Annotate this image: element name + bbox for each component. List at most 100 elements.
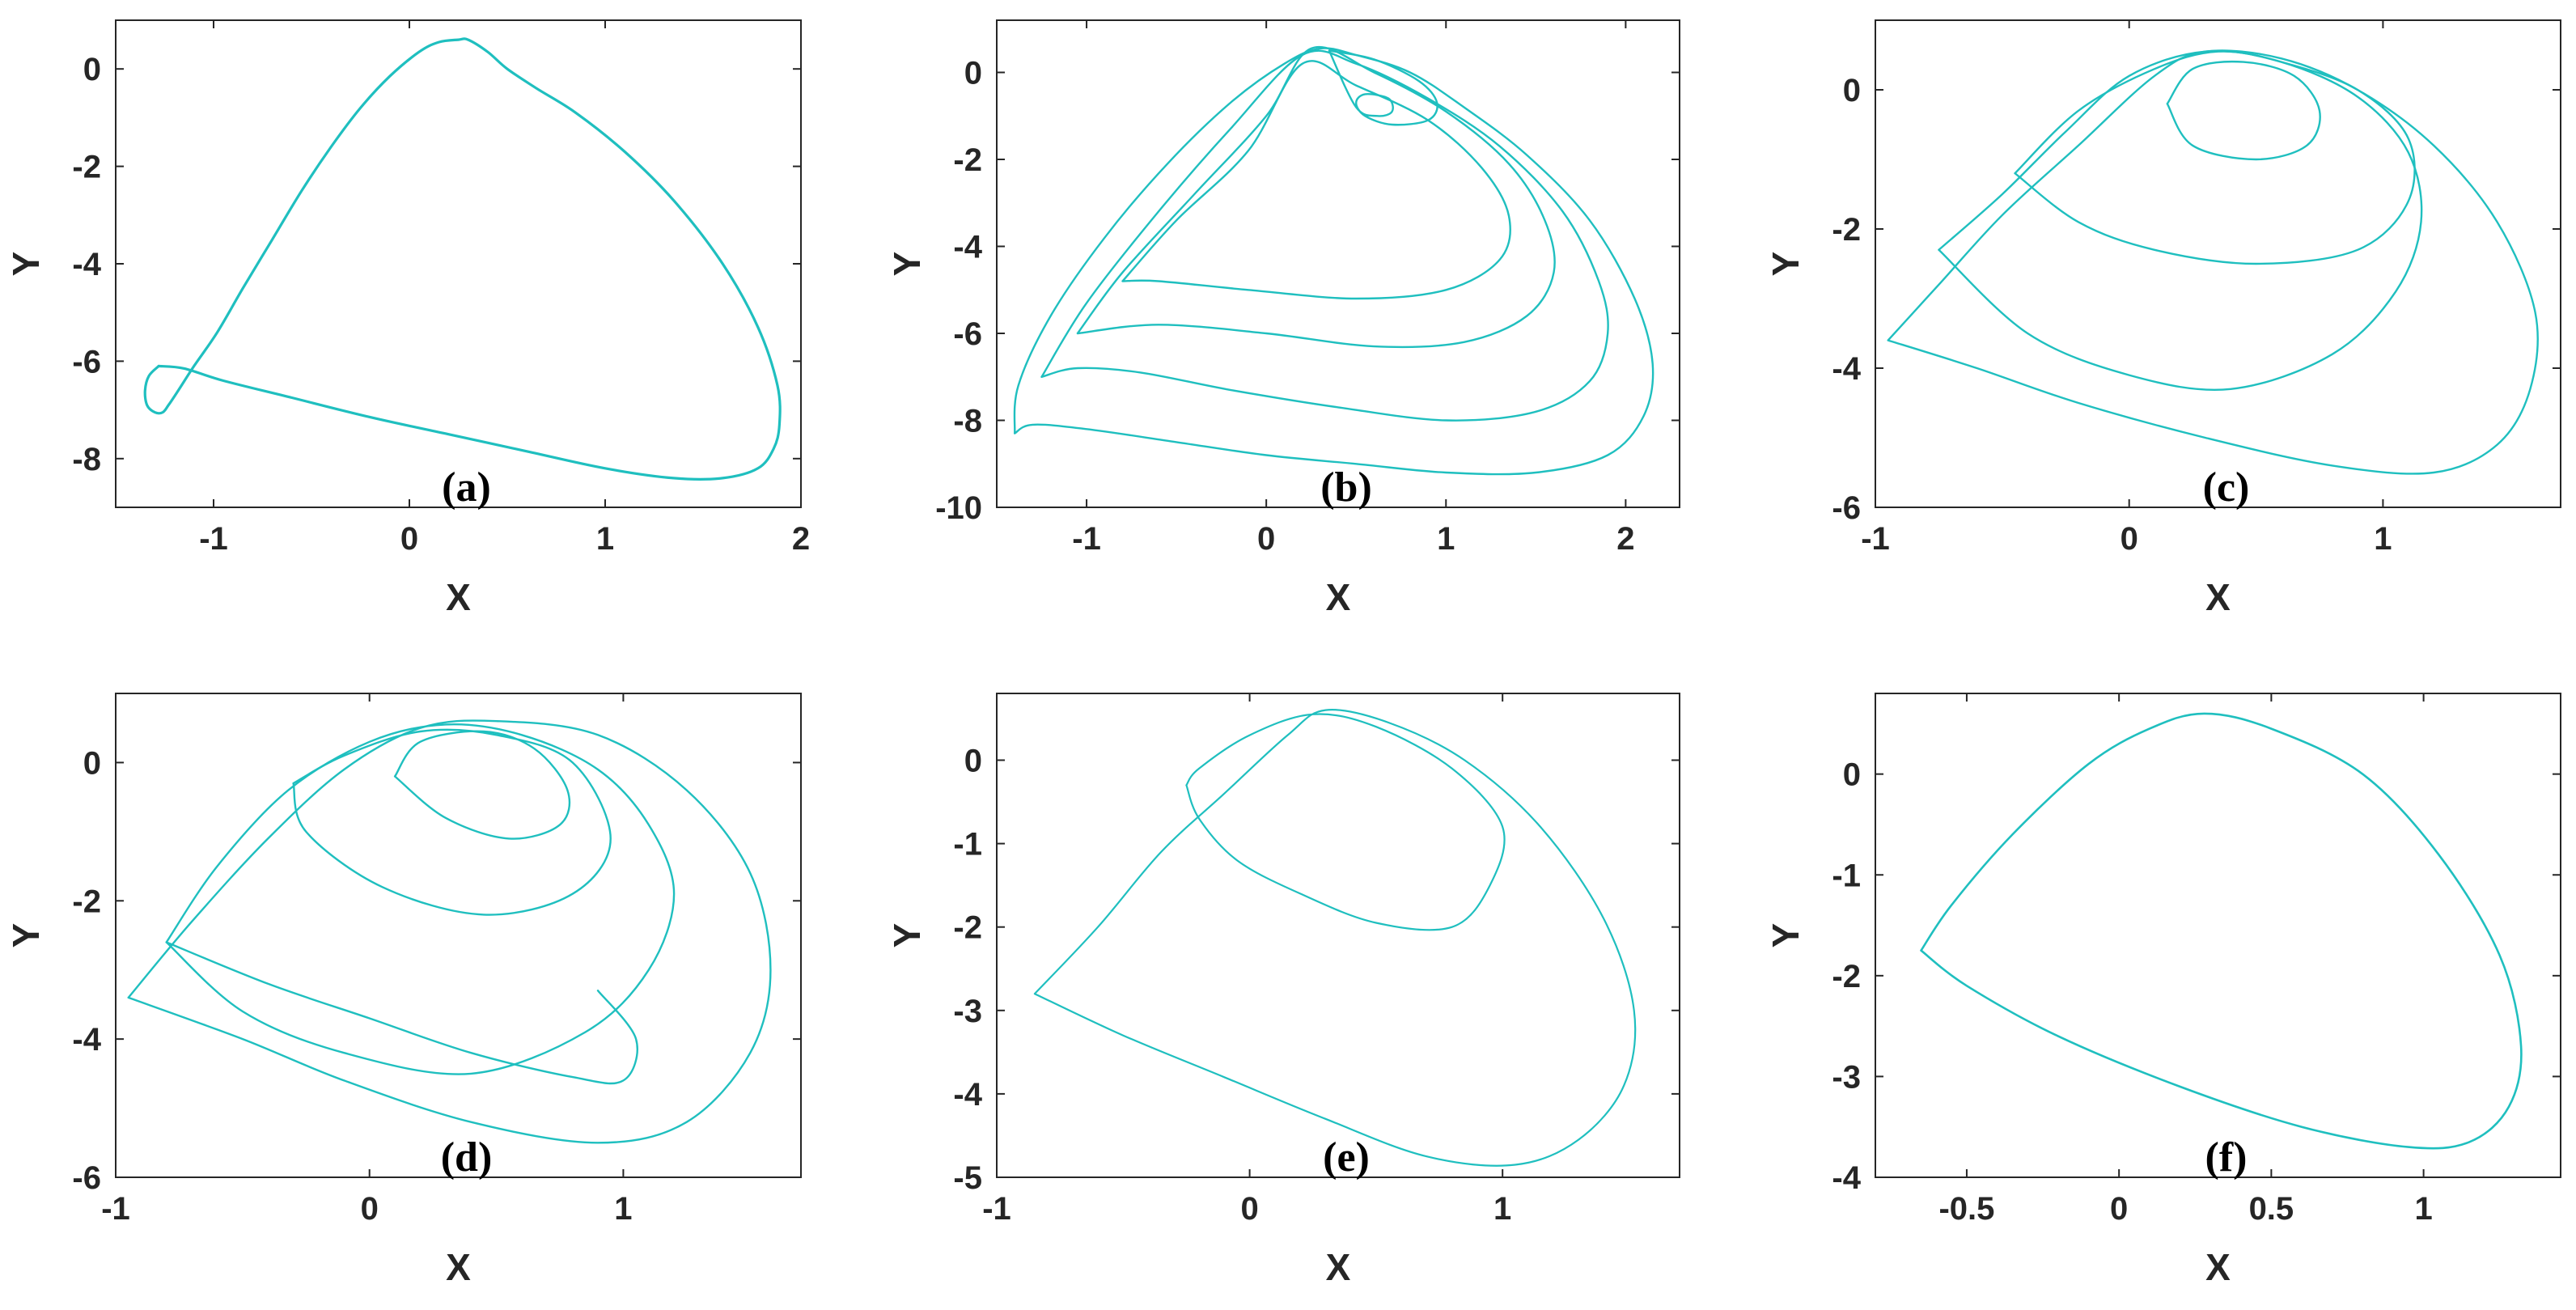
trajectory-series-2 bbox=[1040, 49, 1609, 422]
y-axis-label: Y bbox=[886, 923, 928, 948]
x-axis-label: X bbox=[2205, 576, 2231, 618]
y-tick-label: 0 bbox=[83, 745, 101, 781]
trajectory-series-5 bbox=[1328, 49, 1438, 126]
x-tick-label: 0 bbox=[400, 521, 418, 557]
panel-e: -1 0 1 0 -1 -2 -3 -4 -5 X Y (e) bbox=[886, 693, 1680, 1288]
trajectory-group bbox=[1887, 49, 2539, 475]
y-tick-label: 0 bbox=[1843, 73, 1861, 108]
trajectory-series-2 bbox=[165, 941, 638, 1085]
y-tick-label: -6 bbox=[72, 344, 101, 379]
y-tick-label: -4 bbox=[72, 247, 101, 282]
y-tick-label: -1 bbox=[953, 827, 982, 863]
x-tick-label: -1 bbox=[199, 521, 228, 557]
panel-a: -1 0 1 2 0 -2 -4 -6 -8 X Y (a) bbox=[5, 19, 810, 618]
panel-label: (e) bbox=[1323, 1134, 1370, 1181]
y-axis-label: Y bbox=[5, 252, 47, 277]
y-axis-label: Y bbox=[1765, 923, 1807, 948]
y-tick-label: -4 bbox=[953, 230, 982, 265]
y-tick-label: -2 bbox=[1832, 959, 1861, 994]
y-tick-label: -4 bbox=[953, 1077, 982, 1113]
x-tick-label: 1 bbox=[614, 1191, 632, 1227]
trajectory-series-1 bbox=[1033, 709, 1637, 1167]
x-tick-label: 1 bbox=[2414, 1191, 2432, 1227]
x-tick-label: 0 bbox=[2110, 1191, 2128, 1227]
trajectory-group bbox=[1013, 46, 1654, 476]
x-tick-label: 0.5 bbox=[2249, 1191, 2294, 1227]
plot-frame bbox=[996, 19, 1680, 508]
panel-label: (a) bbox=[442, 464, 491, 511]
panel-label: (f) bbox=[2205, 1134, 2248, 1181]
x-tick-label: 2 bbox=[792, 521, 810, 557]
trajectory-series-3 bbox=[1076, 46, 1556, 349]
trajectory-group bbox=[143, 37, 782, 481]
panel-d: -1 0 1 0 -2 -4 -6 X Y (d) bbox=[5, 693, 802, 1288]
plot-frame bbox=[1875, 693, 2561, 1178]
x-tick-label: 1 bbox=[1493, 1191, 1511, 1227]
x-tick-label: 1 bbox=[596, 521, 614, 557]
trajectory-series-4 bbox=[1121, 60, 1511, 300]
trajectory-group bbox=[1033, 709, 1637, 1167]
y-tick-label: -2 bbox=[953, 142, 982, 178]
trajectory-series-2 bbox=[1938, 49, 2423, 392]
y-tick-label: 0 bbox=[964, 56, 982, 91]
y-tick-label: -1 bbox=[1832, 858, 1861, 893]
y-tick-label: -3 bbox=[953, 994, 982, 1029]
y-tick-label: -3 bbox=[1832, 1059, 1861, 1095]
trajectory-series-1 bbox=[1013, 47, 1654, 476]
x-axis-label: X bbox=[446, 1246, 471, 1288]
plot-frame bbox=[1875, 19, 2561, 508]
x-tick-label: 0 bbox=[2121, 521, 2138, 557]
y-tick-label: -8 bbox=[953, 404, 982, 439]
x-tick-label: 0 bbox=[1240, 1191, 1258, 1227]
panel-label: (c) bbox=[2203, 464, 2250, 511]
x-tick-label: 0 bbox=[1257, 521, 1275, 557]
plot-frame bbox=[996, 693, 1680, 1178]
y-tick-label: -5 bbox=[953, 1160, 982, 1196]
trajectory-series-1 bbox=[1887, 49, 2539, 475]
trajectory-series-3 bbox=[292, 728, 612, 916]
x-tick-label: 0 bbox=[361, 1191, 379, 1227]
y-tick-label: 0 bbox=[964, 743, 982, 778]
panel-label: (b) bbox=[1320, 464, 1372, 511]
x-tick-label: -1 bbox=[982, 1191, 1011, 1227]
y-axis-label: Y bbox=[886, 252, 928, 277]
y-tick-label: -2 bbox=[72, 884, 101, 919]
x-axis-label: X bbox=[1326, 1246, 1351, 1288]
trajectory-series-4 bbox=[393, 730, 571, 840]
trajectory-series-1 bbox=[165, 723, 676, 1075]
y-tick-label: -6 bbox=[953, 316, 982, 352]
plot-frame bbox=[115, 19, 802, 508]
trajectory-series-3 bbox=[2014, 50, 2416, 265]
y-tick-label: -10 bbox=[935, 490, 982, 526]
plot-frame bbox=[115, 693, 802, 1178]
panel-f: -0.5 0 0.5 1 0 -1 -2 -3 -4 X Y (f) bbox=[1765, 693, 2561, 1288]
x-axis-label: X bbox=[446, 576, 471, 618]
y-tick-label: -2 bbox=[72, 150, 101, 185]
y-tick-label: 0 bbox=[1843, 757, 1861, 793]
trajectory-series-4 bbox=[2166, 60, 2321, 161]
y-tick-label: -2 bbox=[1832, 212, 1861, 248]
panel-c: -1 0 1 0 -2 -4 -6 X Y (c) bbox=[1765, 19, 2561, 618]
trajectory-group bbox=[127, 719, 772, 1144]
trajectory-group bbox=[1920, 712, 2523, 1150]
x-axis-label: X bbox=[2205, 1246, 2231, 1288]
x-tick-label: 2 bbox=[1616, 521, 1634, 557]
y-tick-label: -6 bbox=[1832, 490, 1861, 526]
x-tick-label: -1 bbox=[101, 1191, 130, 1227]
x-tick-label: -1 bbox=[1861, 521, 1890, 557]
x-tick-label: -1 bbox=[1072, 521, 1101, 557]
y-tick-label: -8 bbox=[72, 442, 101, 477]
x-axis-label: X bbox=[1326, 576, 1351, 618]
x-tick-label: 1 bbox=[2374, 521, 2392, 557]
y-axis-label: Y bbox=[1765, 252, 1807, 277]
trajectory-series-5 bbox=[127, 719, 772, 1144]
y-tick-label: -6 bbox=[72, 1160, 101, 1196]
y-tick-label: -4 bbox=[1832, 351, 1861, 387]
y-tick-label: 0 bbox=[83, 52, 101, 87]
y-tick-label: -4 bbox=[1832, 1160, 1861, 1196]
trajectory-series-1 bbox=[1920, 712, 2523, 1150]
y-tick-label: -4 bbox=[72, 1022, 101, 1058]
x-tick-label: 1 bbox=[1437, 521, 1455, 557]
